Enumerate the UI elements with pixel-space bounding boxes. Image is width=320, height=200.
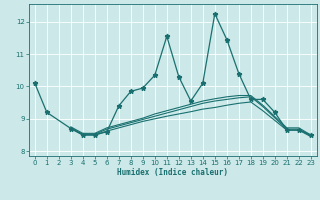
X-axis label: Humidex (Indice chaleur): Humidex (Indice chaleur) (117, 168, 228, 177)
